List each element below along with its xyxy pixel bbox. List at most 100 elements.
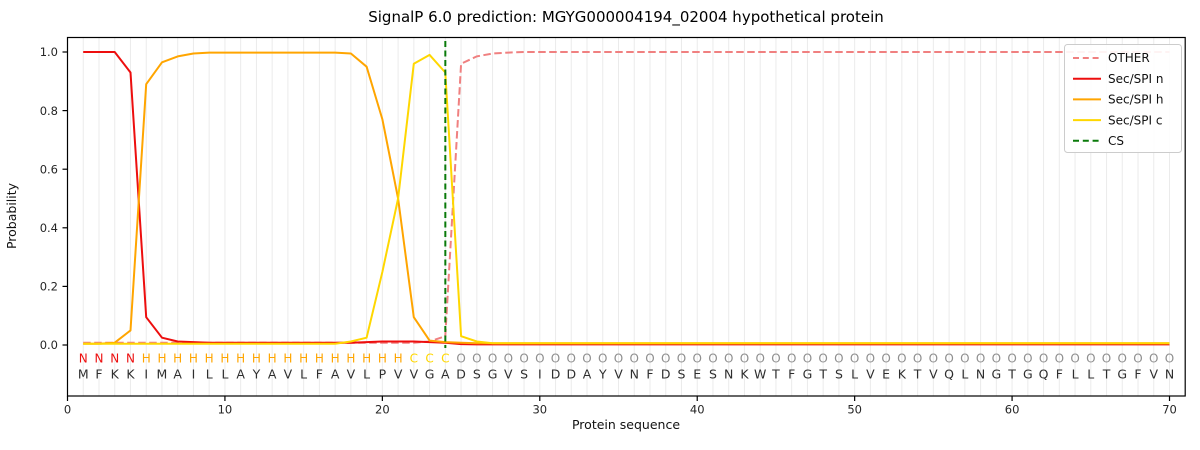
region-letter: O [755, 352, 764, 366]
region-letter: O [740, 352, 749, 366]
sequence-letter: S [835, 367, 843, 382]
x-tick-label: 20 [375, 403, 390, 417]
region-letter: O [897, 352, 906, 366]
sequence-letter: A [268, 367, 277, 382]
region-letter: O [818, 352, 827, 366]
region-letter: H [362, 352, 371, 366]
x-tick-label: 70 [1162, 403, 1177, 417]
region-letter: O [567, 352, 576, 366]
y-tick-label: 1.0 [40, 45, 58, 59]
region-letter: O [692, 352, 701, 366]
series-line-other [83, 51, 1170, 344]
region-letter: O [992, 352, 1001, 366]
region-letter: O [504, 352, 513, 366]
y-tick-label: 0.6 [40, 162, 58, 176]
region-letter: N [110, 352, 119, 366]
sequence-letter: M [78, 367, 89, 382]
x-tick-label: 50 [847, 403, 862, 417]
sequence-letter: W [754, 367, 766, 382]
region-letter: H [283, 352, 292, 366]
sequence-letter: S [709, 367, 717, 382]
region-letter: O [519, 352, 528, 366]
sequence-letter: F [316, 367, 323, 382]
region-letter: O [582, 352, 591, 366]
sequence-letter: V [1149, 367, 1158, 382]
legend-label: Sec/SPI n [1108, 72, 1163, 86]
sequence-letter: I [192, 367, 196, 382]
region-letter: C [441, 352, 449, 366]
region-letter: C [410, 352, 418, 366]
region-letter: O [1102, 352, 1111, 366]
region-letter: O [881, 352, 890, 366]
sequence-letter: Y [252, 367, 261, 382]
series-line-sec-spi-c [83, 53, 1170, 345]
sequence-letter: P [379, 367, 387, 382]
sequence-letter: V [347, 367, 356, 382]
sequence-letter: L [300, 367, 307, 382]
region-letter: O [976, 352, 985, 366]
region-letter: H [378, 352, 387, 366]
sequence-letter: V [394, 367, 403, 382]
region-letter: H [268, 352, 277, 366]
region-letter: O [456, 352, 465, 366]
sequence-letter: V [284, 367, 293, 382]
region-letter: N [79, 352, 88, 366]
chart-title: SignalP 6.0 prediction: MGYG000004194_02… [368, 8, 884, 26]
sequence-letter: S [473, 367, 481, 382]
region-letter: O [787, 352, 796, 366]
sequence-letter: D [566, 367, 576, 382]
sequence-letter: D [456, 367, 466, 382]
sequence-letter: A [331, 367, 340, 382]
sequence-letter: A [441, 367, 450, 382]
region-letter: H [346, 352, 355, 366]
region-letter: H [299, 352, 308, 366]
region-letter: O [598, 352, 607, 366]
sequence-letter: L [851, 367, 858, 382]
legend-label: Sec/SPI c [1108, 113, 1162, 127]
sequence-letter: K [111, 367, 120, 382]
sequence-letter: F [646, 367, 653, 382]
x-tick-label: 0 [64, 403, 71, 417]
region-letter: H [220, 352, 229, 366]
sequence-letter: A [583, 367, 592, 382]
region-letter: O [1118, 352, 1127, 366]
x-tick-label: 40 [690, 403, 705, 417]
region-letter: O [551, 352, 560, 366]
region-letter: H [252, 352, 261, 366]
sequence-letter: L [221, 367, 228, 382]
sequence-letter: N [724, 367, 733, 382]
region-letter: H [331, 352, 340, 366]
probability-series [83, 51, 1170, 346]
x-tick-label: 10 [218, 403, 233, 417]
sequence-letter: S [678, 367, 686, 382]
sequence-letter: V [866, 367, 875, 382]
sequence-letter: T [1102, 367, 1111, 382]
sequence-letter: Q [1039, 367, 1049, 382]
series-line-sec-spi-h [83, 51, 1170, 345]
legend-label: OTHER [1108, 51, 1150, 65]
sequence-letter: S [520, 367, 528, 382]
region-letter: O [850, 352, 859, 366]
region-letter: O [614, 352, 623, 366]
region-letter: N [94, 352, 103, 366]
sequence-letter: A [236, 367, 245, 382]
y-tick-label: 0.2 [40, 280, 58, 294]
legend-label: CS [1108, 134, 1124, 148]
sequence-letter: F [1134, 367, 1141, 382]
region-letter: H [205, 352, 214, 366]
sequence-letter: L [206, 367, 213, 382]
region-letter: O [645, 352, 654, 366]
region-letter: O [929, 352, 938, 366]
region-letter: O [1070, 352, 1079, 366]
sequence-letter: K [898, 367, 907, 382]
region-letter: O [708, 352, 717, 366]
region-letter: C [425, 352, 433, 366]
x-tick-label: 30 [532, 403, 547, 417]
x-axis-label: Protein sequence [572, 417, 680, 432]
sequence-letter: V [614, 367, 623, 382]
region-letter: O [488, 352, 497, 366]
sequence-letter: G [1117, 367, 1127, 382]
sequence-letter: E [882, 367, 890, 382]
region-letter: O [472, 352, 481, 366]
